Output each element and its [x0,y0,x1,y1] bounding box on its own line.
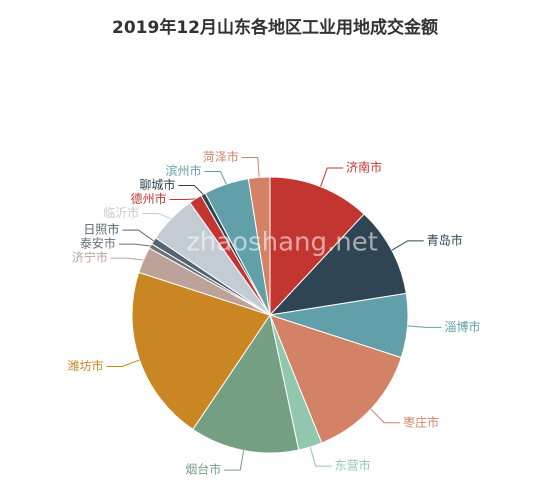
label-line [178,184,204,195]
slice-label: 枣庄市 [403,414,439,429]
label-line [407,325,442,328]
label-line [320,167,344,187]
slice-label: 泰安市 [80,236,116,251]
slice-label: 济南市 [346,159,382,174]
slice-label: 菏泽市 [203,149,239,164]
watermark: zhaoshang.net [186,228,378,258]
pie-slice [269,176,365,317]
slice-label: 东营市 [335,458,371,473]
chart-title: 2019年12月山东各地区工业用地成交金额 [112,17,438,38]
label-line [122,229,154,242]
label-line [391,240,424,251]
slice-label: 临沂市 [103,205,139,220]
slice-label: 烟台市 [185,462,221,477]
slice-label: 潍坊市 [67,358,103,373]
label-line [309,446,332,467]
pie-slice [192,313,300,454]
slice-label: 聊城市 [139,177,175,192]
slice-label: 日照市 [83,222,119,237]
label-line [142,212,172,220]
label-line [106,359,140,367]
slice-label: 青岛市 [427,232,463,247]
slice-label: 德州市 [131,191,167,206]
slice-label: 淄博市 [445,319,481,334]
label-line [204,170,227,185]
label-line [118,243,151,247]
slice-label: 滨州市 [165,163,201,178]
label-line [110,257,144,261]
label-line [224,450,245,471]
label-line [241,156,260,178]
pie-slice [269,314,402,444]
label-line [370,408,401,424]
pie-slice [131,271,271,431]
label-line [169,198,196,200]
slice-label: 济宁市 [72,250,108,265]
